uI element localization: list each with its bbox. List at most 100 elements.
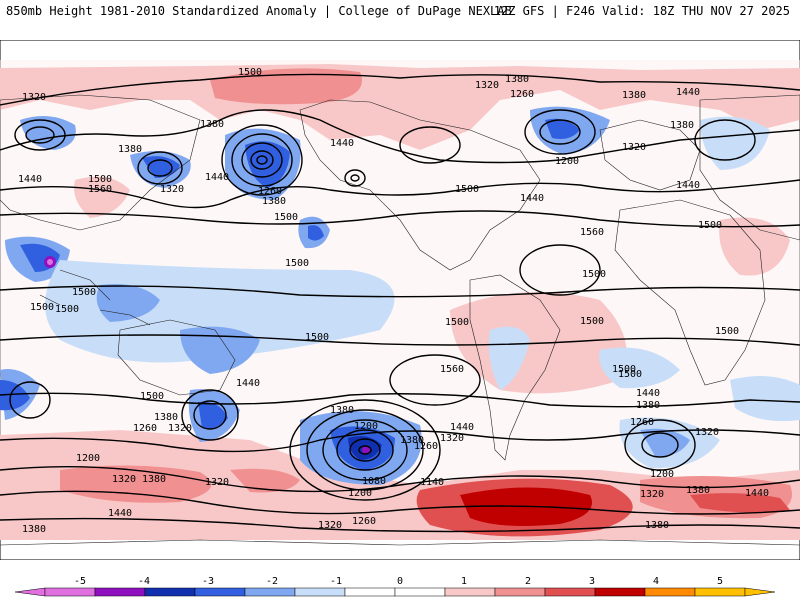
colorbar-tick-label: 3 bbox=[589, 576, 595, 587]
map-title: 850mb Height 1981-2010 Standardized Anom… bbox=[6, 4, 512, 18]
contour-label: 1200 bbox=[354, 421, 378, 432]
contour-label: 1440 bbox=[236, 378, 260, 389]
contour-label: 1560 bbox=[440, 364, 464, 375]
contour-label: 1500 bbox=[30, 302, 54, 313]
contour-label: 1440 bbox=[745, 488, 769, 499]
asia-outline bbox=[699, 94, 800, 241]
contour-label: 1320 bbox=[695, 427, 719, 438]
coastlines bbox=[0, 94, 800, 546]
colorbar-segment bbox=[294, 587, 346, 597]
contour-label: 1500 bbox=[455, 184, 479, 195]
africa-outline bbox=[614, 199, 766, 386]
colorbar: -5 -4 -3 -2 -1 0 1 2 3 4 5 bbox=[14, 576, 776, 597]
run-info: 12Z GFS | F246 Valid: 18Z THU NOV 27 202… bbox=[493, 4, 790, 18]
anomaly-map: 1500 1320 1380 1260 1380 1440 1320 1380 … bbox=[0, 40, 800, 560]
south-america-outline bbox=[469, 274, 561, 461]
contour-label: 1500 bbox=[582, 269, 606, 280]
contour-label: 1440 bbox=[205, 172, 229, 183]
contour-label: 1380 bbox=[622, 90, 646, 101]
contour-label: 1260 bbox=[258, 186, 282, 197]
contour-label: 1500 bbox=[285, 258, 309, 269]
contour-label: 1380 bbox=[636, 400, 660, 411]
contour-label: 1260 bbox=[133, 423, 157, 434]
contour-label: 1500 bbox=[72, 287, 96, 298]
colorbar-tick-label: -1 bbox=[330, 576, 342, 587]
contour-label: 1440 bbox=[676, 87, 700, 98]
contour-label: 1380 bbox=[670, 120, 694, 131]
colorbar-segment bbox=[94, 587, 146, 597]
colorbar-segment bbox=[244, 587, 296, 597]
colorbar-segment bbox=[644, 587, 696, 597]
colorbar-tick-label: 1 bbox=[461, 576, 467, 587]
colorbar-segment bbox=[544, 587, 596, 597]
contour-label: 1200 bbox=[650, 469, 674, 480]
contour-label: 1320 bbox=[475, 80, 499, 91]
contour-label: 1380 bbox=[262, 196, 286, 207]
colorbar-segment bbox=[694, 587, 746, 597]
antarctica-outline bbox=[0, 539, 800, 546]
contour-label: 1380 bbox=[330, 405, 354, 416]
contour-label: 1320 bbox=[160, 184, 184, 195]
colorbar-tick-label: 0 bbox=[397, 576, 403, 587]
contour-label: 1500 bbox=[715, 326, 739, 337]
contour-label: 1500 bbox=[580, 316, 604, 327]
north-america-outline bbox=[299, 99, 541, 271]
contour-label: 1380 bbox=[200, 119, 224, 130]
contour-label: 1500 bbox=[140, 391, 164, 402]
contour-label: 1440 bbox=[450, 422, 474, 433]
europe-outline bbox=[599, 119, 701, 191]
contour-label: 1380 bbox=[22, 524, 46, 535]
colorbar-min-arrow bbox=[14, 587, 46, 597]
colorbar-segment bbox=[594, 587, 646, 597]
contour-label: 1380 bbox=[118, 144, 142, 155]
colorbar-segment bbox=[194, 587, 246, 597]
contour-label: 1500 bbox=[88, 174, 112, 185]
contour-label: 1320 bbox=[318, 520, 342, 531]
contour-label: 1380 bbox=[686, 485, 710, 496]
maritime-outline bbox=[39, 269, 151, 326]
contour-label: 1440 bbox=[330, 138, 354, 149]
colorbar-segment bbox=[494, 587, 546, 597]
colorbar-segment bbox=[144, 587, 196, 597]
contour-label: 1440 bbox=[18, 174, 42, 185]
contour-label: 1260 bbox=[414, 441, 438, 452]
contour-label: 1320 bbox=[112, 474, 136, 485]
contour-label: 1320 bbox=[168, 423, 192, 434]
colorbar-segments bbox=[14, 587, 776, 597]
contour-label: 1500 bbox=[238, 67, 262, 78]
colorbar-tick-label: -5 bbox=[74, 576, 86, 587]
contour-label: 1440 bbox=[676, 180, 700, 191]
contour-label: 1440 bbox=[108, 508, 132, 519]
contour-label: 1380 bbox=[645, 520, 669, 531]
contour-label: 1080 bbox=[362, 476, 386, 487]
contour-label: 1140 bbox=[420, 477, 444, 488]
colorbar-segment bbox=[444, 587, 496, 597]
contour-label: 1260 bbox=[510, 89, 534, 100]
contour-label: 1200 bbox=[76, 453, 100, 464]
contour-label: 1500 bbox=[305, 332, 329, 343]
colorbar-tick-label: 4 bbox=[653, 576, 659, 587]
colorbar-tick-label: -2 bbox=[266, 576, 278, 587]
contour-label: 1380 bbox=[400, 435, 424, 446]
contour-label: 1500 bbox=[55, 304, 79, 315]
height-contours bbox=[0, 73, 800, 533]
contour-label: 1200 bbox=[348, 488, 372, 499]
contour-label: 1380 bbox=[154, 412, 178, 423]
colorbar-tick-label: -4 bbox=[138, 576, 150, 587]
australia-outline bbox=[117, 319, 236, 396]
colorbar-segment bbox=[394, 587, 446, 597]
colorbar-segment bbox=[344, 587, 396, 597]
colorbar-tick-label: 2 bbox=[525, 576, 531, 587]
contour-label: 1440 bbox=[636, 388, 660, 399]
contour-label: 1260 bbox=[352, 516, 376, 527]
contour-label: 1500 bbox=[274, 212, 298, 223]
contour-label: 1260 bbox=[630, 417, 654, 428]
contour-label: 1560 bbox=[88, 184, 112, 195]
contour-label: 1500 bbox=[698, 220, 722, 231]
contour-label: 1440 bbox=[520, 193, 544, 204]
contour-labels: 1500 1320 1380 1260 1380 1440 1320 1380 … bbox=[18, 67, 769, 535]
contour-label: 1560 bbox=[580, 227, 604, 238]
negative-anomaly-shading bbox=[0, 106, 800, 485]
contour-label: 1500 bbox=[445, 317, 469, 328]
contour-label: 1380 bbox=[142, 474, 166, 485]
